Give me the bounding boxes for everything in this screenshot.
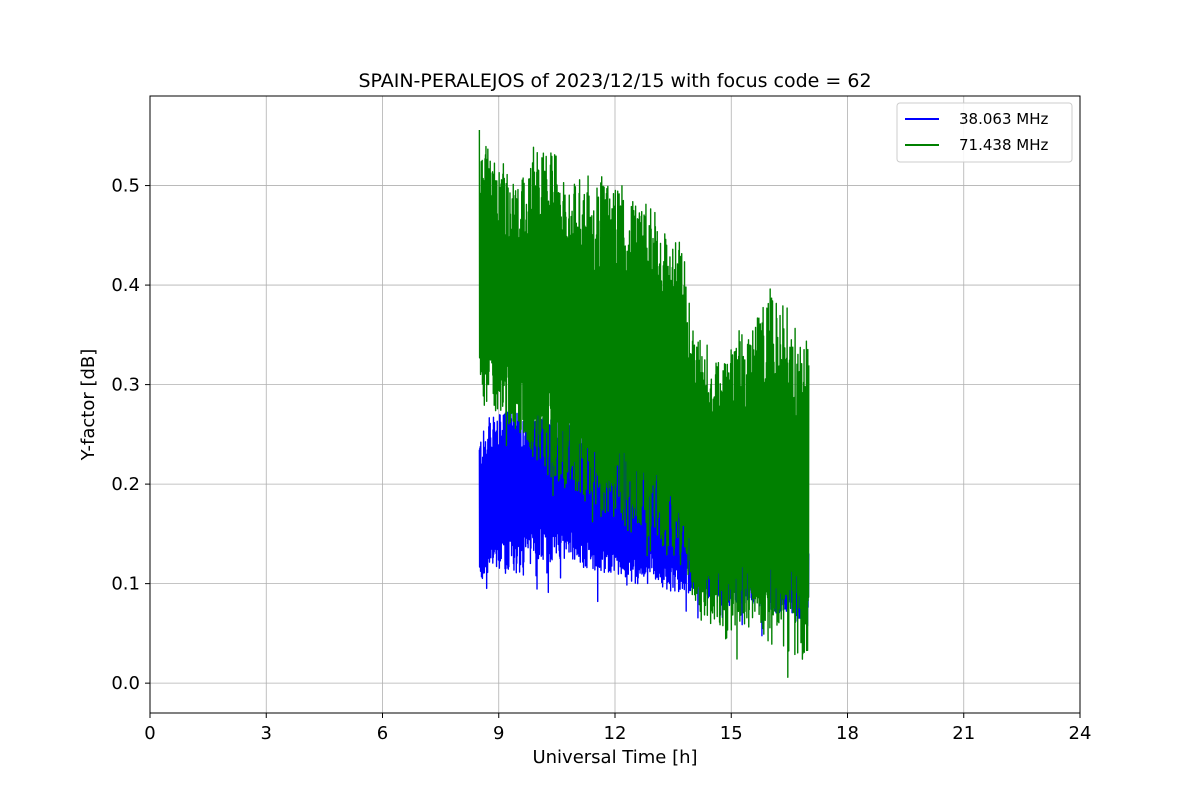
legend-label: 71.438 MHz xyxy=(959,136,1048,154)
y-tick-label: 0.1 xyxy=(111,574,140,595)
x-tick-label: 18 xyxy=(836,723,859,744)
legend-box xyxy=(896,102,1073,163)
y-axis-label: Y-factor [dB] xyxy=(78,349,99,462)
series-line-green xyxy=(478,129,810,678)
chart-title: SPAIN-PERALEJOS of 2023/12/15 with focus… xyxy=(358,70,871,92)
x-tick-label: 0 xyxy=(144,723,155,744)
x-tick-label: 9 xyxy=(493,723,504,744)
y-tick-label: 0.2 xyxy=(111,474,140,495)
x-axis-label: Universal Time [h] xyxy=(532,747,697,768)
x-tick-label: 3 xyxy=(261,723,272,744)
x-tick-label: 12 xyxy=(604,723,627,744)
y-tick-label: 0.0 xyxy=(111,673,140,694)
x-tick-label: 6 xyxy=(377,723,388,744)
x-tick-label: 24 xyxy=(1069,723,1092,744)
x-tick-label: 15 xyxy=(720,723,743,744)
series-layer xyxy=(478,129,810,678)
y-tick-label: 0.4 xyxy=(111,275,140,296)
axis-ticks: 0 3 6 9 12 15 18 21 24 0.0 0.1 0.2 0.3 0.4 0.5 xyxy=(111,176,1091,744)
legend-label: 38.063 MHz xyxy=(959,110,1048,128)
y-tick-label: 0.3 xyxy=(111,375,140,396)
legend: 38.063 MHz 71.438 MHz xyxy=(896,102,1073,163)
y-tick-label: 0.5 xyxy=(111,176,140,197)
x-tick-label: 21 xyxy=(952,723,975,744)
